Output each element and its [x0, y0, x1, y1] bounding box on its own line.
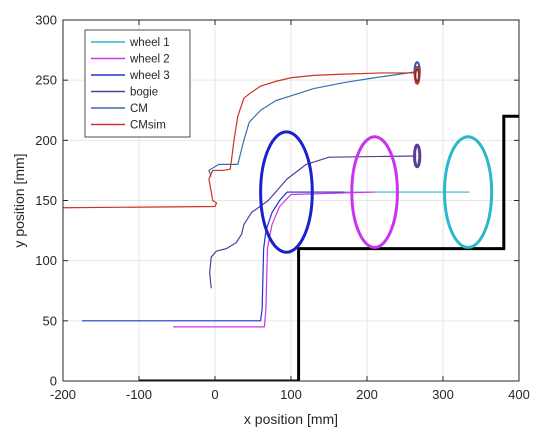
legend-label-cmsim: CMsim — [130, 120, 166, 132]
y-tick-label: 150 — [35, 193, 57, 208]
legend: wheel 1 wheel 2 wheel 3 bogie CM CMsim — [84, 29, 191, 138]
marker-wheel2-circle — [350, 135, 399, 249]
x-tick-label: -100 — [126, 387, 152, 402]
legend-label-bogie: bogie — [130, 87, 158, 99]
legend-label-wheel2: wheel 2 — [129, 54, 170, 66]
legend-box — [84, 29, 191, 138]
tick-labels: -200 -100 0 100 200 300 400 0 50 100 150 200 250 300 — [35, 13, 530, 403]
x-tick-label: 0 — [211, 387, 218, 402]
marker-bogie-circle — [413, 143, 422, 169]
x-tick-label: 100 — [280, 387, 302, 402]
legend-label-wheel1: wheel 1 — [129, 37, 170, 49]
x-tick-label: 300 — [432, 387, 454, 402]
y-tick-label: 200 — [35, 133, 57, 148]
legend-label-wheel3: wheel 3 — [129, 70, 170, 82]
series-line-cm — [208, 71, 417, 177]
y-tick-label: 250 — [35, 73, 57, 88]
y-tick-label: 50 — [43, 313, 57, 328]
marker-wheel1-circle — [443, 135, 494, 249]
legend-label-cm: CM — [130, 103, 148, 115]
series-layer — [63, 61, 519, 381]
y-tick-label: 300 — [35, 13, 57, 28]
x-axis-title: x position [mm] — [244, 411, 338, 427]
y-axis-title: y position [mm] — [11, 153, 27, 247]
series-line-bogie — [209, 155, 417, 289]
x-tick-label: -200 — [50, 387, 76, 402]
marker-wheel3-circle — [259, 130, 314, 254]
marker-cmsim-circle — [413, 65, 421, 85]
plot-area — [63, 61, 519, 381]
x-tick-label: 400 — [508, 387, 530, 402]
x-tick-label: 200 — [356, 387, 378, 402]
axes — [62, 19, 520, 382]
y-tick-label: 100 — [35, 253, 57, 268]
marker-cm-circle-inner — [414, 68, 420, 83]
series-line-cmsim — [63, 72, 417, 209]
y-tick-label: 0 — [50, 374, 57, 389]
obstacle-step-line — [139, 114, 519, 381]
